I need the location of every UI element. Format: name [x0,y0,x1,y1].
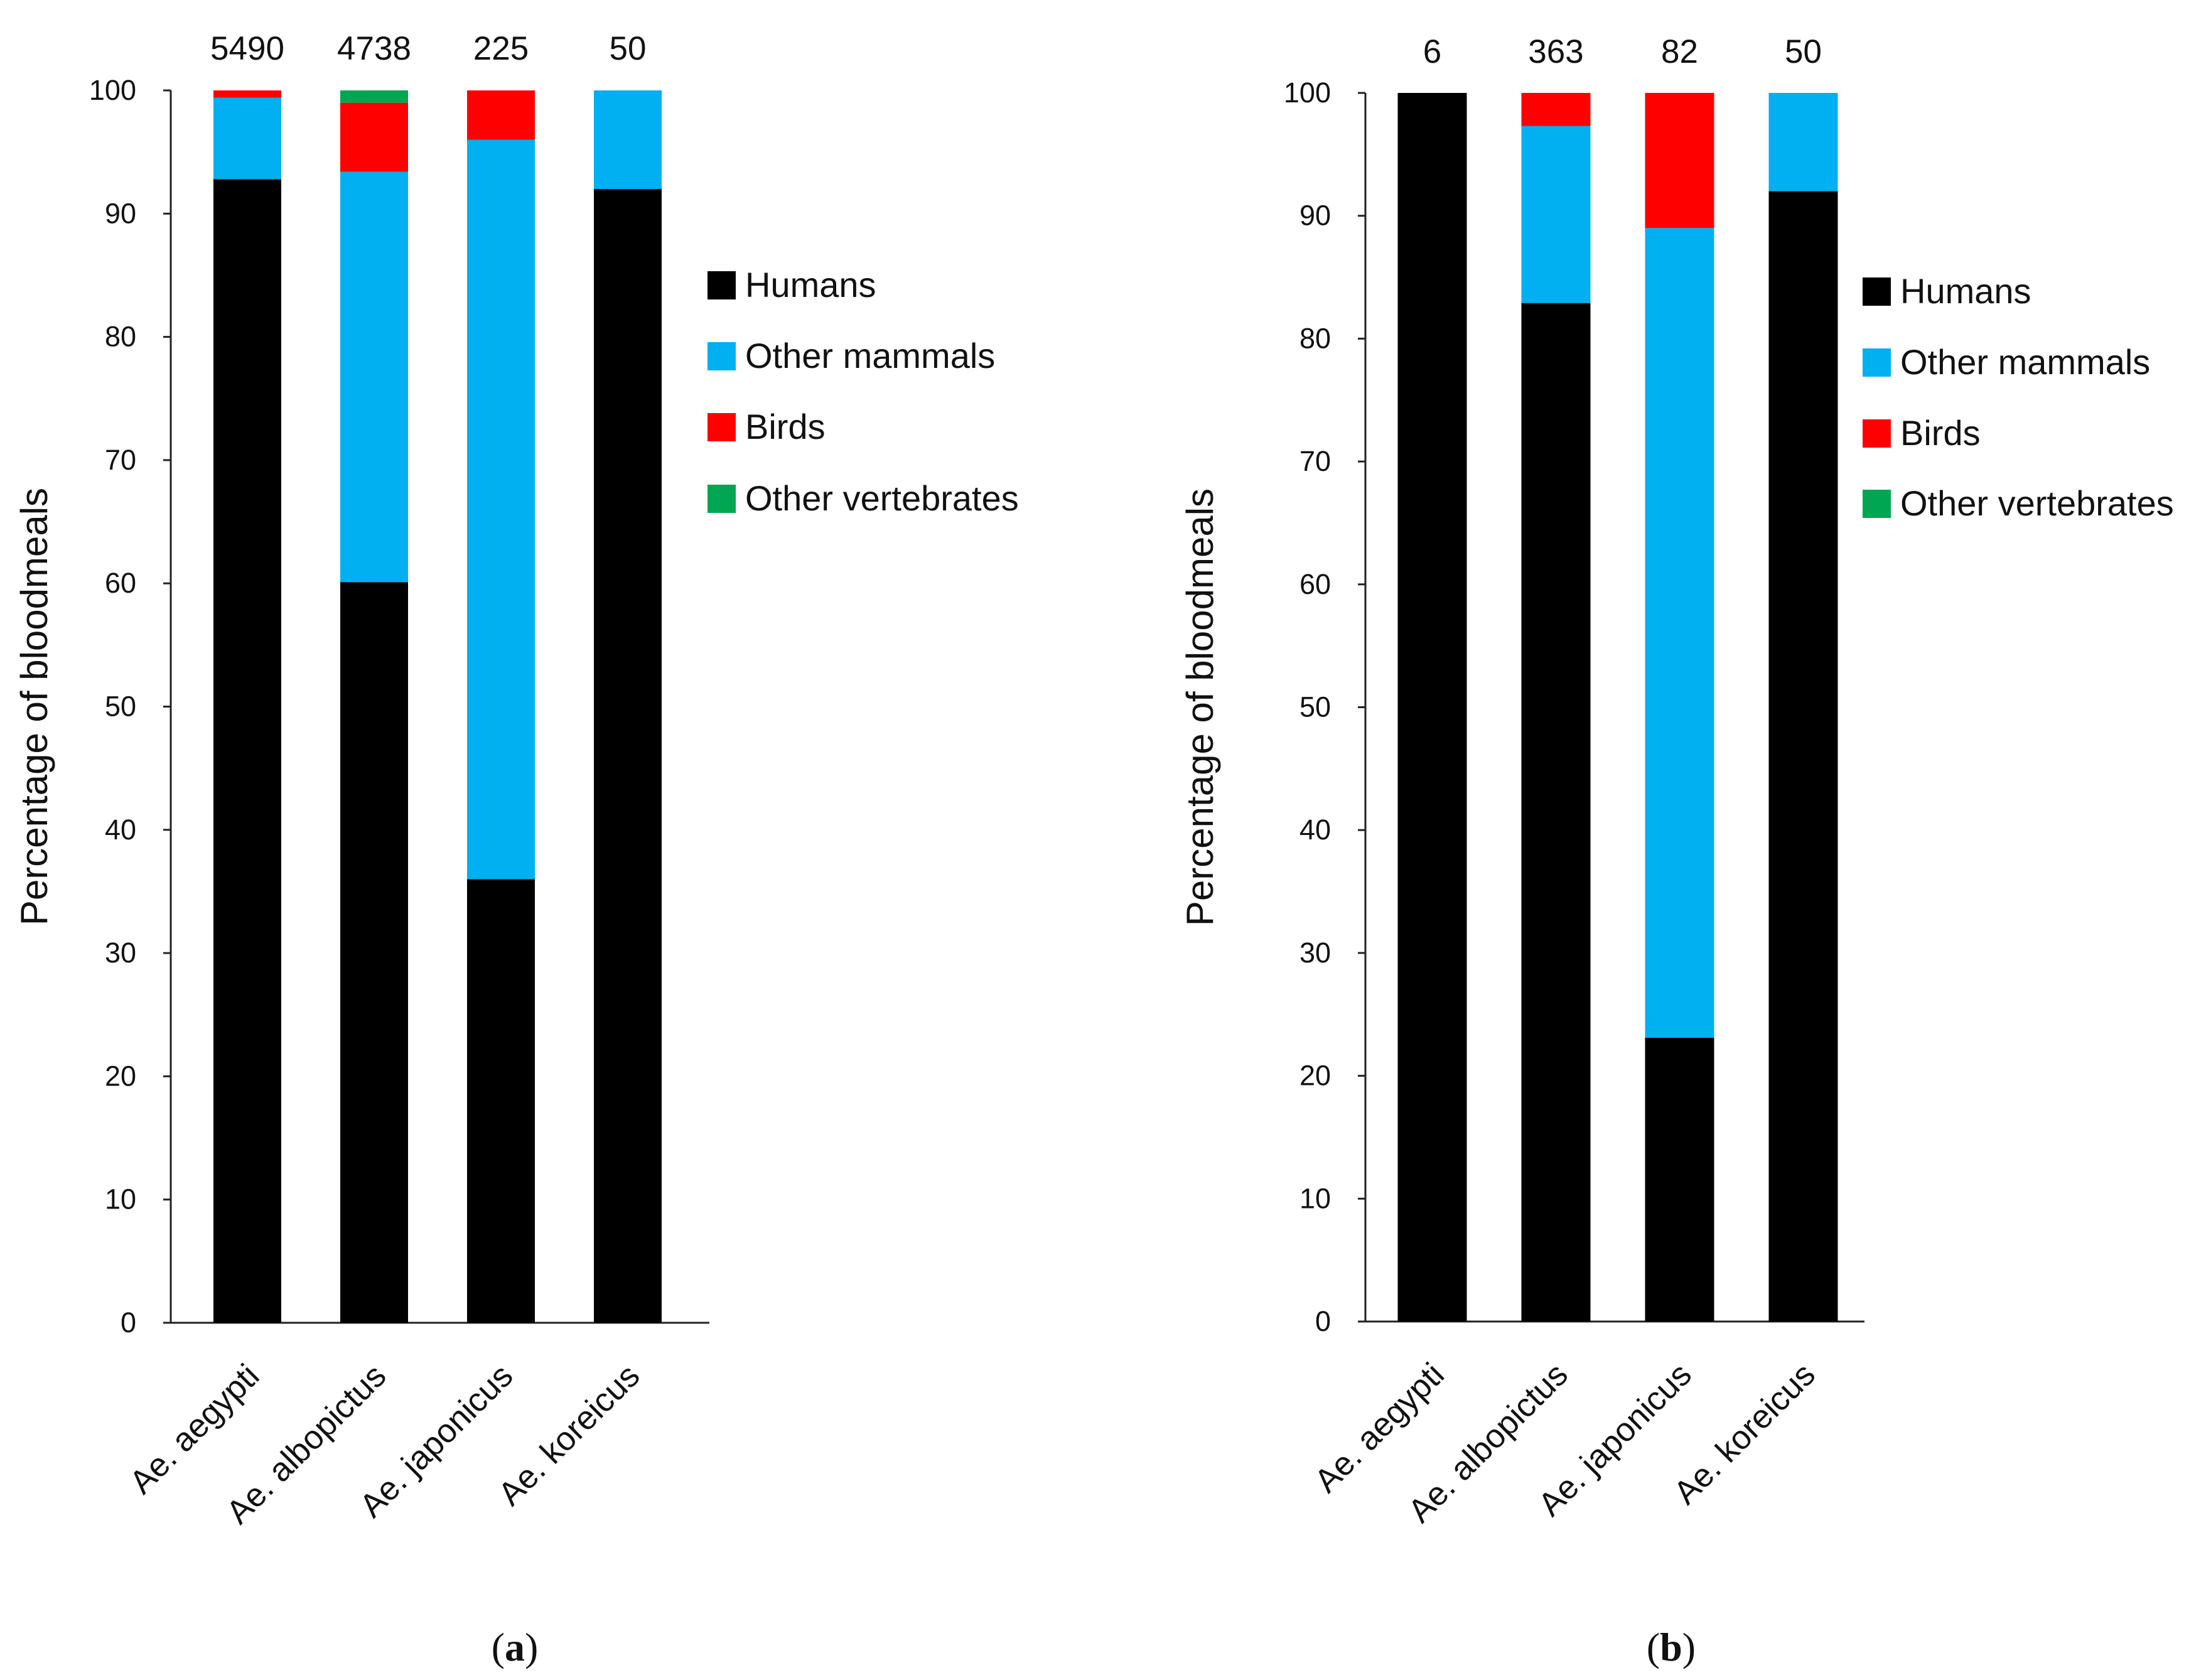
panel-label: (b) [1647,1625,1696,1669]
bar-segment-humans [594,189,662,1323]
y-tick-label: 90 [1299,200,1331,232]
y-tick-label: 90 [105,197,136,229]
y-tick-label: 50 [1299,691,1331,723]
bar-segment-birds [467,90,535,140]
chart-panel-a: 0 10 20 30 40 50 60 70 80 90 100 Percentage of bloo… [13,30,1019,1669]
bar-segment-birds [1521,93,1591,126]
bar-count-label: 4738 [337,30,411,67]
bar-segment-other-vertebrates [340,90,408,103]
bar-segment-other-mammals [594,90,662,190]
legend-swatch-other-vertebrates [707,485,736,513]
legend-label: Humans [1900,271,2031,311]
legend-swatch-other-vertebrates [1863,490,1891,518]
y-tick-label: 30 [1299,937,1331,969]
legend-swatch-humans [1863,277,1891,306]
y-tick-label: 10 [1299,1182,1331,1214]
bar-segment-other-mammals [1521,126,1591,303]
bar-count-label: 5490 [210,30,284,67]
bar-segment-humans [340,582,408,1323]
bar-segment-other-mammals [1768,93,1838,191]
y-tick-label: 20 [105,1060,136,1092]
bar-segment-humans [1645,1037,1714,1322]
bar-segment-other-mammals [467,139,535,880]
legend-swatch-birds [707,413,736,441]
legend-label: Birds [745,407,826,446]
bar-segment-birds [213,90,281,98]
legend-label: Other vertebrates [1900,483,2174,523]
bar-segment-humans [213,179,281,1323]
bar-segment-humans [1397,93,1467,1322]
chart-panel-b: 0 10 20 30 40 50 60 70 80 90 100 Percentage of bloo… [1179,33,2174,1669]
y-tick-label: 30 [105,937,136,969]
y-tick-label: 60 [105,567,136,599]
bar-segment-humans [1521,303,1591,1322]
y-tick-label: 40 [105,814,136,846]
bar-count-label: 50 [610,30,647,67]
legend-swatch-birds [1863,419,1891,448]
legend-label: Other mammals [745,336,995,375]
bar-segment-other-mammals [1645,228,1714,1038]
legend-swatch-other-mammals [707,342,736,370]
y-tick-label: 20 [1299,1060,1331,1092]
y-tick-label: 0 [1315,1305,1331,1337]
legend-label: Birds [1900,413,1981,453]
legend-swatch-humans [707,271,736,299]
bar-segment-humans [1768,191,1838,1322]
y-tick-label: 0 [121,1306,136,1338]
y-tick-label: 70 [105,444,136,476]
y-axis-title: Percentage of bloodmeals [1179,488,1221,926]
panel-label: (a) [492,1625,539,1669]
y-tick-label: 50 [105,691,136,723]
y-tick-label: 100 [1284,77,1331,109]
bar-count-label: 82 [1661,33,1698,70]
bar-segment-other-mammals [340,171,408,583]
y-tick-label: 40 [1299,814,1331,846]
y-tick-label: 80 [105,321,136,353]
y-tick-label: 70 [1299,445,1331,477]
bar-count-label: 50 [1785,33,1822,70]
legend-label: Humans [745,265,876,304]
y-axis-title: Percentage of bloodmeals [13,488,55,925]
y-tick-label: 60 [1299,568,1331,600]
bar-count-label: 6 [1423,33,1441,70]
y-tick-label: 100 [89,74,136,106]
legend-swatch-other-mammals [1863,348,1891,377]
legend-label: Other mammals [1900,342,2150,382]
bar-segment-humans [467,879,535,1323]
bar-segment-birds [340,102,408,172]
bar-count-label: 363 [1528,33,1583,70]
legend-label: Other vertebrates [745,478,1019,518]
bar-count-label: 225 [473,30,529,67]
y-tick-label: 10 [105,1183,136,1215]
y-tick-label: 80 [1299,322,1331,354]
bar-segment-other-mammals [213,97,281,180]
bar-segment-birds [1645,93,1714,229]
